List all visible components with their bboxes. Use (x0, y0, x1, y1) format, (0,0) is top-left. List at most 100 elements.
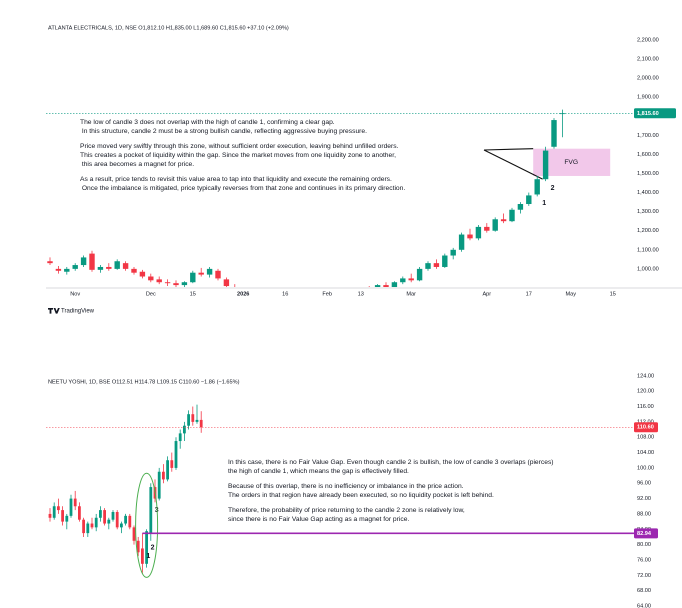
y-tick-label: 72.00 (637, 573, 651, 579)
candle-body (450, 249, 456, 256)
candle-body (551, 120, 557, 147)
fvg-label: FVG (564, 159, 578, 166)
candle-body (148, 276, 154, 281)
arrow (483, 149, 543, 180)
y-tick-label: 120.00 (637, 389, 654, 395)
candle-body (223, 279, 230, 287)
candle-body (86, 523, 90, 534)
candle-body (350, 291, 355, 292)
y-tick-label: 124.00 (637, 373, 654, 379)
candle-body (156, 279, 162, 283)
candle-body (103, 510, 106, 524)
y-tick-label: 1,900.00 (637, 95, 659, 101)
candle-body (89, 253, 95, 270)
candle-number: 1 (542, 200, 546, 207)
candle-body (72, 265, 78, 269)
candle-body (57, 506, 60, 511)
candle-body (425, 263, 431, 269)
x-tick-label: 15 (190, 291, 196, 297)
y-tick-label: 100.00 (637, 465, 654, 471)
candle-body (145, 531, 148, 564)
level-label: 82.94 (637, 531, 652, 537)
candle-body (433, 263, 440, 267)
candle-number: 1 (146, 553, 150, 560)
candle-body (48, 513, 52, 518)
candle-body (65, 515, 69, 522)
candle-body (149, 487, 153, 534)
candle-body (178, 433, 182, 442)
y-tick-label: 1,300.00 (637, 209, 659, 215)
x-tick-label: Apr (482, 291, 491, 297)
x-tick-label: 15 (610, 291, 616, 297)
y-tick-label: 1,600.00 (637, 152, 659, 158)
candle-body (174, 441, 178, 468)
y-tick-label: 1,500.00 (637, 171, 659, 177)
candle-body (183, 425, 186, 434)
y-tick-label: 1,000.00 (637, 266, 659, 272)
candle-body (500, 219, 507, 222)
candle-body (141, 548, 144, 564)
candle-body (534, 179, 540, 195)
candle-body (139, 271, 146, 277)
x-tick-label: 16 (282, 291, 288, 297)
candle-body (316, 295, 321, 297)
annotation-line: The orders in that region have already b… (228, 492, 494, 499)
y-tick-label: 64.00 (637, 603, 651, 608)
candle-body (333, 294, 338, 296)
candle-body (111, 512, 115, 520)
candle-body (162, 471, 165, 480)
annotation-line: Price moved very swiftly through this zo… (80, 143, 399, 150)
candle-body (106, 266, 112, 269)
y-tick-label: 96.00 (637, 481, 651, 487)
candle-body (187, 414, 190, 426)
annotation-line: In this structure, candle 2 must be a st… (80, 128, 367, 135)
y-tick-label: 80.00 (637, 542, 651, 548)
y-tick-label: 104.00 (637, 450, 654, 456)
y-tick-label: 1,700.00 (637, 133, 659, 139)
candle-body (120, 523, 123, 528)
y-tick-label: 1,100.00 (637, 247, 659, 253)
candle-body (61, 510, 64, 522)
candle-number: 2 (551, 185, 555, 192)
annotation-line: this area becomes a magnet for price. (80, 161, 194, 168)
candle-body (122, 263, 129, 269)
candle-body (191, 414, 195, 422)
candle-body (458, 234, 465, 250)
candle-body (124, 515, 127, 524)
candle-body (199, 419, 203, 428)
candles (48, 404, 203, 574)
x-tick-label: Feb (322, 291, 332, 297)
candle-body (391, 282, 398, 287)
level-box (634, 528, 658, 539)
annotation-line: In this case, there is no Fair Value Gap… (228, 459, 554, 466)
candle-body (157, 471, 161, 499)
candle-body (136, 540, 140, 553)
annotation-line: This creates a pocket of liquidity withi… (80, 152, 396, 159)
candle-body (232, 287, 237, 290)
candle-body (94, 517, 98, 528)
highlight-ellipse (135, 472, 159, 578)
candle-body (131, 268, 137, 273)
brand-logo (48, 308, 60, 314)
candle-body (195, 419, 199, 422)
annotation-line: The low of candle 3 does not overlap wit… (80, 119, 335, 126)
candle-body (115, 512, 119, 528)
candle-body (198, 272, 204, 275)
candle-body (170, 460, 174, 468)
y-tick-label: 108.00 (637, 435, 654, 441)
candle-body (484, 226, 490, 231)
candle-body (341, 291, 346, 294)
y-tick-label: 88.00 (637, 511, 651, 517)
annotation-line: Once the imbalance is mitigated, price t… (80, 185, 405, 192)
candle-body (82, 519, 85, 534)
candle-body (55, 268, 62, 271)
candle-body (291, 293, 296, 295)
last-price-box (634, 108, 676, 119)
x-tick-label: Dec (146, 291, 156, 297)
candle-body (78, 506, 81, 520)
candle-body (299, 293, 304, 294)
chart-panel: ATLANTA ELECTRICALS, 1D, NSE O1,812.10 H… (46, 25, 682, 297)
last-price-label: 1,815.60 (637, 111, 659, 117)
candle-body (266, 294, 271, 296)
